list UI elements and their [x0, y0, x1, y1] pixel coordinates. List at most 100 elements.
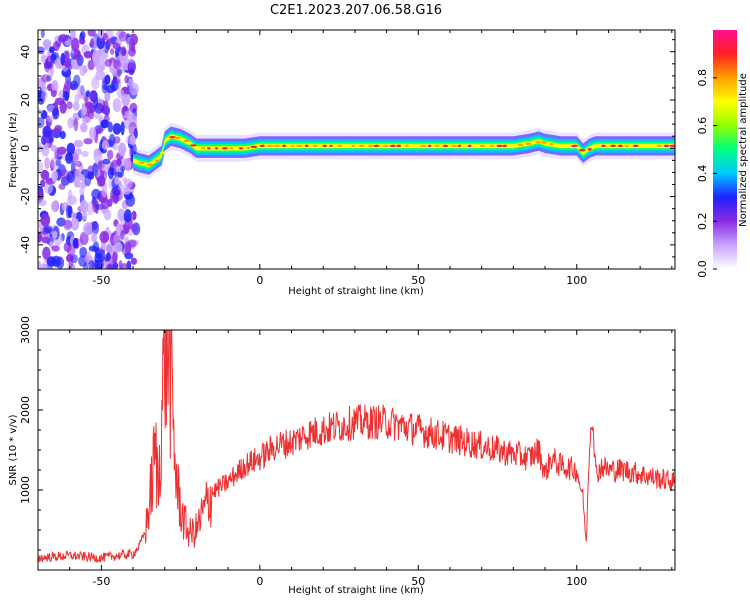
ridge-peak: [571, 144, 579, 148]
noise-blob: [95, 69, 106, 81]
y-tick-label: 3000: [19, 316, 32, 344]
noise-blob: [83, 138, 93, 145]
colorbar-tick-label: 0.0: [696, 260, 709, 278]
ridge-peak: [657, 144, 662, 148]
ridge-peak: [312, 144, 318, 148]
ridge-peak: [502, 144, 507, 148]
colorbar-ticks: 0.0 0.2 0.4 0.6 0.8: [696, 69, 717, 278]
noise-blob: [124, 75, 130, 84]
noise-blob: [105, 243, 115, 253]
spectrogram-y-ticks: -40 -20 0 20 40: [19, 39, 675, 270]
ridge-peak: [467, 144, 472, 148]
noise-blob: [120, 165, 126, 172]
noise-blob: [54, 124, 63, 133]
noise-blob: [117, 171, 123, 178]
ridge-peak: [382, 144, 389, 148]
spectrogram-panel: -50 0 50 100 -40 -20 0 20 40 Height of straight…: [8, 29, 676, 297]
noise-blob: [112, 143, 119, 151]
noise-blob: [128, 121, 138, 136]
ridge-peak: [238, 147, 244, 150]
noise-blob: [92, 52, 101, 67]
colorbar-tick-label: 0.8: [696, 69, 709, 87]
ridge-peak: [343, 144, 351, 148]
noise-blob: [41, 236, 51, 244]
noise-blob: [50, 53, 57, 61]
noise-blob: [79, 246, 88, 258]
noise-blob: [81, 150, 89, 157]
y-tick-label: 40: [19, 45, 32, 59]
noise-blob: [42, 126, 53, 138]
noise-blob: [120, 46, 127, 57]
noise-blob: [49, 240, 54, 249]
noise-blob: [51, 81, 58, 91]
noise-blob: [46, 115, 55, 123]
noise-blob: [91, 232, 98, 243]
ridge-peak: [563, 144, 571, 148]
noise-blob: [79, 64, 87, 77]
noise-blob: [74, 160, 83, 167]
ridge-peak: [329, 144, 333, 148]
noise-blob: [63, 219, 72, 231]
noise-blob: [83, 262, 89, 269]
y-tick-label: -20: [19, 188, 32, 206]
x-tick-label: 100: [566, 274, 587, 287]
ridge-peak: [540, 141, 547, 144]
noise-blob: [38, 46, 45, 55]
ridge-peak: [405, 144, 410, 148]
noise-blob: [99, 59, 106, 70]
noise-blob: [73, 139, 84, 148]
x-tick-label: -50: [92, 575, 110, 588]
ridge-peak: [457, 144, 462, 148]
page-title: C2E1.2023.207.06.58.G16: [270, 3, 442, 18]
ridge-peak: [632, 144, 639, 148]
y-tick-label: 2000: [19, 396, 32, 424]
noise-blob: [66, 142, 76, 155]
ridge-peak: [155, 159, 161, 163]
noise-blob: [88, 90, 97, 102]
colorbar-tick-label: 0.6: [696, 117, 709, 135]
colorbar: 0.0 0.2 0.4 0.6 0.8 Normalized spectral ampl…: [696, 30, 749, 278]
noise-blob: [84, 101, 94, 109]
noise-blob: [107, 121, 113, 133]
x-tick-label: 100: [566, 575, 587, 588]
x-tick-label: 0: [256, 575, 263, 588]
noise-blob: [59, 130, 66, 140]
ridge-peak: [214, 147, 219, 150]
ridge-peak: [322, 144, 327, 148]
noise-blob: [83, 222, 94, 236]
ridge-peak: [640, 144, 646, 148]
ridge-peak: [601, 144, 606, 148]
ridge-peak: [617, 144, 624, 148]
snr-x-axis-title: Height of straight line (km): [288, 585, 424, 596]
ridge-peak: [201, 147, 206, 150]
x-tick-label: 0: [256, 274, 263, 287]
noise-blob: [73, 49, 81, 61]
noise-blob: [116, 158, 122, 167]
noise-blob: [71, 211, 77, 219]
noise-blob: [38, 117, 45, 129]
noise-blob: [113, 59, 122, 70]
ridge-peak: [420, 144, 427, 148]
noise-blob: [124, 252, 134, 260]
noise-blob: [105, 263, 115, 269]
noise-blob: [51, 170, 58, 182]
ridge-peak: [250, 145, 258, 149]
noise-blob: [91, 221, 100, 235]
noise-blob: [123, 220, 130, 235]
snr-panel: -50 0 50 100 1000 2000 3000 Height of straigh…: [8, 316, 676, 596]
ridge-peak: [207, 147, 211, 150]
noise-blob: [58, 168, 69, 180]
ridge-peak: [389, 144, 397, 148]
ridge-peak: [549, 143, 554, 146]
noise-blob: [38, 231, 43, 243]
noise-blob: [93, 149, 103, 163]
noise-blob: [50, 200, 59, 212]
noise-blob: [92, 199, 99, 213]
noise-blob: [89, 126, 97, 140]
noise-blob: [102, 100, 109, 110]
spectrogram-x-ticks: -50 0 50 100: [37, 30, 673, 287]
noise-blob: [54, 97, 65, 106]
noise-blob: [65, 204, 71, 219]
x-tick-label: 50: [411, 575, 425, 588]
noise-blob: [79, 231, 89, 246]
